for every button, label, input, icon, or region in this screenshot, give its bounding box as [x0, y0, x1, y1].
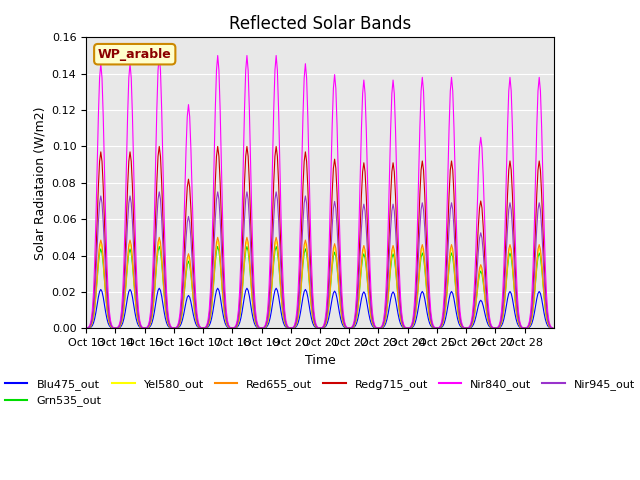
Redg715_out [486, 322, 494, 327]
Y-axis label: Solar Radiataion (W/m2): Solar Radiataion (W/m2) [33, 106, 46, 260]
Grn535_out [462, 325, 470, 331]
Yel580_out [323, 314, 331, 320]
Nir840_out [98, 75, 106, 81]
Nir840_out [113, 325, 120, 331]
Line: Blu475_out: Blu475_out [86, 288, 552, 328]
Line: Red655_out: Red655_out [86, 237, 552, 328]
Redg715_out [548, 324, 556, 330]
Blu475_out [548, 325, 556, 331]
Redg715_out [462, 325, 470, 331]
Yel580_out [156, 238, 163, 244]
Red655_out [548, 325, 556, 331]
Line: Redg715_out: Redg715_out [86, 146, 552, 328]
Line: Grn535_out: Grn535_out [86, 246, 552, 328]
Nir840_out [486, 320, 494, 325]
Line: Nir840_out: Nir840_out [86, 56, 552, 328]
Redg715_out [98, 158, 106, 164]
Red655_out [416, 258, 424, 264]
Grn535_out [156, 243, 163, 249]
Nir840_out [156, 53, 163, 59]
Grn535_out [416, 265, 424, 271]
Blu475_out [462, 325, 470, 331]
Red655_out [156, 234, 163, 240]
Title: Reflected Solar Bands: Reflected Solar Bands [229, 15, 411, 33]
Nir945_out [416, 225, 424, 231]
Yel580_out [486, 324, 494, 329]
Blu475_out [416, 296, 424, 301]
Yel580_out [113, 325, 120, 331]
Grn535_out [113, 325, 120, 331]
Red655_out [323, 314, 331, 320]
Blu475_out [83, 325, 90, 331]
Grn535_out [98, 250, 106, 256]
Redg715_out [83, 325, 90, 331]
Nir945_out [462, 325, 470, 331]
Nir840_out [83, 325, 90, 331]
Redg715_out [323, 302, 331, 308]
Yel580_out [548, 325, 556, 331]
Nir945_out [83, 325, 90, 331]
Redg715_out [416, 192, 424, 197]
Nir840_out [323, 291, 331, 297]
Blu475_out [548, 325, 556, 331]
Red655_out [462, 325, 470, 331]
Red655_out [98, 242, 106, 248]
Yel580_out [98, 245, 106, 251]
Grn535_out [323, 315, 331, 321]
Yel580_out [83, 325, 90, 331]
Nir945_out [98, 200, 106, 206]
Yel580_out [416, 261, 424, 267]
Redg715_out [548, 325, 556, 331]
Grn535_out [486, 324, 494, 329]
Red655_out [113, 325, 120, 331]
X-axis label: Time: Time [305, 354, 335, 367]
Grn535_out [548, 325, 556, 331]
Blu475_out [98, 288, 106, 294]
Nir840_out [548, 324, 556, 330]
Red655_out [548, 325, 556, 331]
Grn535_out [83, 325, 90, 331]
Grn535_out [548, 325, 556, 331]
Blu475_out [156, 286, 163, 291]
Line: Nir945_out: Nir945_out [86, 192, 552, 328]
Nir840_out [462, 325, 470, 331]
Yel580_out [548, 325, 556, 331]
Red655_out [83, 325, 90, 331]
Nir840_out [416, 124, 424, 130]
Blu475_out [323, 320, 331, 326]
Nir945_out [323, 308, 331, 314]
Nir945_out [113, 325, 120, 331]
Red655_out [486, 324, 494, 329]
Nir945_out [548, 325, 556, 331]
Redg715_out [156, 144, 163, 149]
Redg715_out [113, 325, 120, 331]
Legend: Blu475_out, Grn535_out, Yel580_out, Red655_out, Redg715_out, Nir840_out, Nir945_: Blu475_out, Grn535_out, Yel580_out, Red6… [1, 374, 639, 411]
Yel580_out [462, 325, 470, 331]
Line: Yel580_out: Yel580_out [86, 241, 552, 328]
Nir840_out [548, 325, 556, 331]
Text: WP_arable: WP_arable [98, 48, 172, 60]
Nir945_out [486, 323, 494, 328]
Nir945_out [548, 325, 556, 331]
Nir945_out [156, 189, 163, 195]
Blu475_out [113, 325, 120, 331]
Blu475_out [486, 324, 494, 330]
